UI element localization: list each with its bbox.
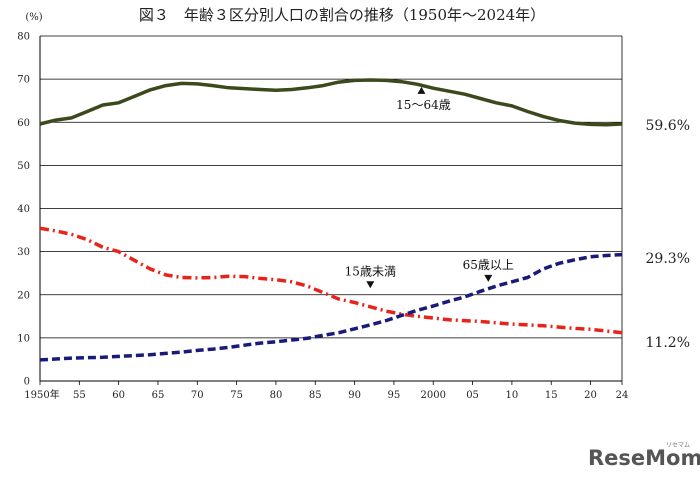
- x-tick-1955: 55: [73, 390, 86, 401]
- y-tick-50: 50: [17, 161, 30, 172]
- x-tick-1965: 65: [152, 390, 165, 401]
- watermark-ruby: リセマム: [666, 442, 690, 449]
- x-tick-1980: 80: [270, 390, 283, 401]
- resemom-watermark: ReseMom リセマム: [588, 442, 700, 470]
- y-tick-30: 30: [17, 247, 30, 258]
- watermark-brand: ReseMom: [588, 446, 700, 470]
- x-tick-1960: 60: [112, 390, 125, 401]
- annotation-label-1: 15歳未満: [345, 264, 396, 278]
- x-tick-2020: 20: [584, 390, 597, 401]
- x-tick-1990: 90: [348, 390, 361, 401]
- annotation-arrow-1: [366, 281, 375, 289]
- end-value-2: 29.3%: [646, 251, 690, 267]
- x-tick-2015: 15: [545, 390, 558, 401]
- annotation-label-0: 15～64歳: [396, 98, 451, 112]
- annotation-arrow-2: [484, 274, 493, 282]
- series-line-1: [39, 226, 623, 335]
- chart-title: 図３ 年齢３区分別人口の割合の推移（1950年～2024年）: [139, 6, 545, 24]
- end-value-0: 59.6%: [646, 118, 690, 134]
- y-tick-0: 0: [24, 377, 30, 388]
- y-tick-20: 20: [17, 290, 30, 301]
- x-tick-2010: 10: [506, 390, 519, 401]
- end-value-labels: 59.6% 11.2% 29.3%: [646, 118, 690, 351]
- end-value-1: 11.2%: [646, 335, 690, 351]
- x-tick-labels: 1950年 55 60 65 70 75 80 85 90 95 2000 05 10 15 20 24: [24, 388, 628, 401]
- series-line-0: [39, 78, 623, 127]
- x-tick-2000: 2000: [421, 390, 446, 401]
- y-tick-60: 60: [17, 118, 30, 129]
- x-tick-1995: 95: [388, 390, 401, 401]
- y-tick-70: 70: [17, 75, 30, 86]
- x-tick-2005: 05: [466, 390, 479, 401]
- annotation-label-2: 65歳以上: [463, 258, 514, 272]
- annotation-arrow-0: [417, 86, 426, 94]
- x-tick-1970: 70: [191, 390, 204, 401]
- series-line-2: [39, 252, 623, 362]
- x-tick-1950: 1950年: [24, 388, 59, 401]
- axes: [39, 36, 623, 385]
- y-tick-10: 10: [17, 333, 30, 344]
- y-axis-unit-label: (%): [25, 12, 42, 23]
- y-tick-80: 80: [17, 32, 30, 43]
- x-tick-1985: 85: [309, 390, 322, 401]
- y-tick-labels: 0 10 20 30 40 50 60 70 80: [17, 32, 30, 388]
- series-lines: [39, 78, 623, 362]
- y-tick-40: 40: [17, 204, 30, 215]
- gridlines: [40, 35, 622, 339]
- x-tick-2024: 24: [616, 390, 629, 401]
- x-tick-1975: 75: [230, 390, 243, 401]
- series-annotations: 15～64歳 15歳未満 65歳以上: [345, 86, 514, 289]
